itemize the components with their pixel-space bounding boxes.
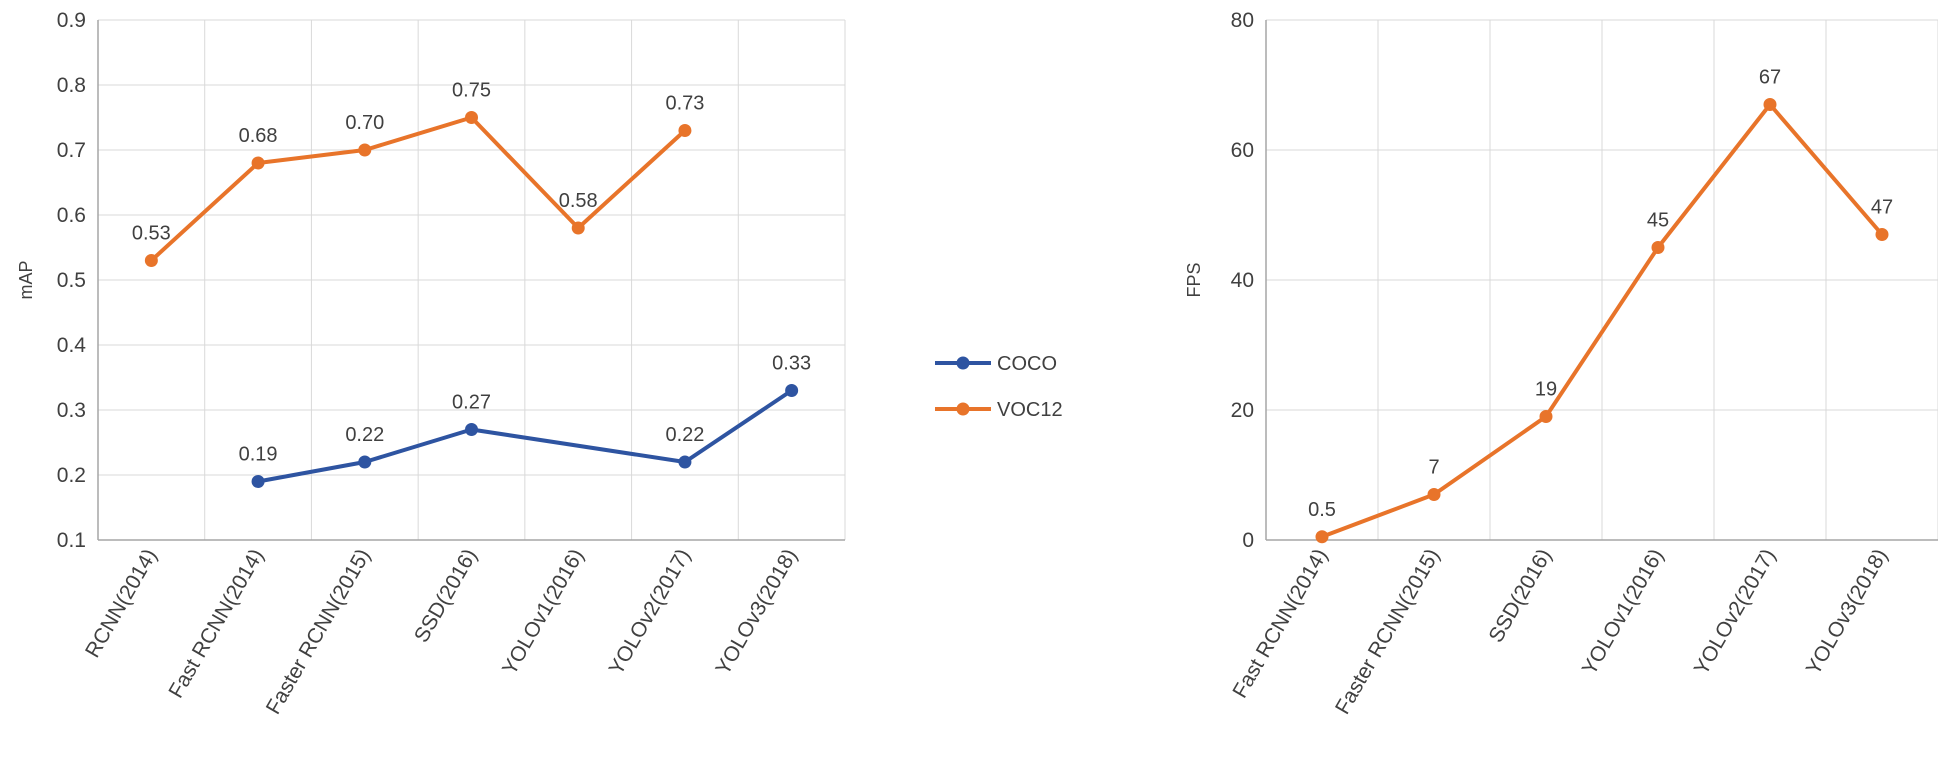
y-tick-label: 0.4	[57, 334, 87, 357]
data-label: 0.73	[665, 93, 704, 115]
data-point	[678, 455, 692, 469]
y-tick-label: 0.8	[57, 74, 86, 97]
x-tick-label: Faster RCNN(2015)	[262, 545, 375, 718]
x-tick-label: YOLOv3(2018)	[1802, 545, 1893, 679]
data-label: 0.68	[239, 125, 278, 147]
data-label: 0.53	[132, 223, 171, 245]
legend-item-coco: COCO	[935, 353, 1057, 375]
legend-item-voc12: VOC12	[935, 399, 1063, 421]
x-tick-label: YOLOv3(2018)	[711, 545, 802, 679]
y-tick-label: 80	[1231, 9, 1254, 32]
y-tick-label: 60	[1231, 139, 1254, 162]
data-point	[251, 475, 265, 488]
data-label: 0.19	[239, 444, 278, 466]
x-tick-label: RCNN(2014)	[81, 545, 162, 662]
data-label: 0.5	[1308, 499, 1336, 521]
y-axis-label: mAP	[16, 260, 36, 299]
data-point	[465, 111, 478, 124]
x-tick-label: YOLOv1(2016)	[1578, 545, 1669, 679]
x-tick-label: YOLOv1(2016)	[498, 545, 589, 679]
series-line	[1321, 102, 1884, 539]
data-label: 0.27	[452, 392, 491, 414]
data-label: 47	[1871, 197, 1893, 219]
y-tick-label: 0.3	[57, 399, 86, 422]
data-point	[1539, 410, 1553, 423]
y-tick-label: 0.1	[57, 529, 86, 552]
legend-marker	[956, 402, 970, 416]
data-point	[465, 423, 478, 436]
x-tick-label: Fast RCNN(2014)	[1228, 545, 1332, 702]
x-tick-label: SSD(2016)	[1484, 545, 1556, 646]
y-tick-label: 0	[1242, 529, 1254, 552]
data-label: 45	[1647, 210, 1669, 232]
series-coco: 0.19 0.22 0.27 0.22 0.33	[239, 353, 811, 488]
data-point	[1875, 228, 1889, 241]
data-point	[678, 124, 692, 137]
data-point	[1763, 98, 1777, 111]
y-axis-label: FPS	[1184, 262, 1204, 297]
data-label: 67	[1759, 67, 1781, 89]
data-label: 0.33	[772, 353, 811, 375]
data-point	[1651, 241, 1665, 254]
x-tick-label: YOLOv2(2017)	[605, 545, 696, 679]
y-tick-label: 0.9	[57, 9, 86, 32]
y-tick-label: 20	[1231, 399, 1254, 422]
y-tick-label: 0.5	[57, 269, 86, 292]
data-label: 0.75	[452, 80, 491, 102]
y-tick-label: 0.2	[57, 464, 86, 487]
series-voc12: 0.53 0.68 0.70 0.75 0.58 0.73	[132, 80, 704, 267]
y-tick-label: 0.6	[57, 204, 86, 227]
data-point	[1315, 530, 1329, 544]
legend-label: VOC12	[997, 399, 1063, 421]
data-point	[571, 221, 585, 235]
data-point	[251, 156, 265, 170]
legend-marker	[956, 356, 970, 370]
data-label: 0.22	[665, 424, 704, 446]
data-point	[1427, 488, 1441, 501]
y-tick-label: 0.7	[57, 139, 86, 162]
data-label: 0.58	[559, 190, 598, 212]
x-tick-label: Faster RCNN(2015)	[1331, 545, 1444, 718]
chart-1: 0 20 40 60 80 Fast RCNN(2014)Faster RCNN(2015…	[1184, 9, 1938, 718]
data-point	[144, 254, 158, 267]
data-point	[358, 455, 372, 469]
data-point	[785, 384, 799, 397]
series-line	[150, 115, 687, 262]
y-tick-label: 40	[1231, 269, 1254, 292]
x-tick-label: SSD(2016)	[410, 545, 482, 646]
data-label: 19	[1535, 379, 1557, 401]
series-fps: 0.5 7 19 45 67 47	[1308, 67, 1893, 544]
legend-label: COCO	[997, 353, 1057, 375]
x-tick-label: Fast RCNN(2014)	[164, 545, 268, 702]
data-label: 0.22	[345, 424, 384, 446]
x-tick-label: YOLOv2(2017)	[1690, 545, 1781, 679]
data-point	[358, 143, 372, 157]
data-label: 7	[1428, 457, 1439, 479]
data-label: 0.70	[345, 112, 384, 134]
